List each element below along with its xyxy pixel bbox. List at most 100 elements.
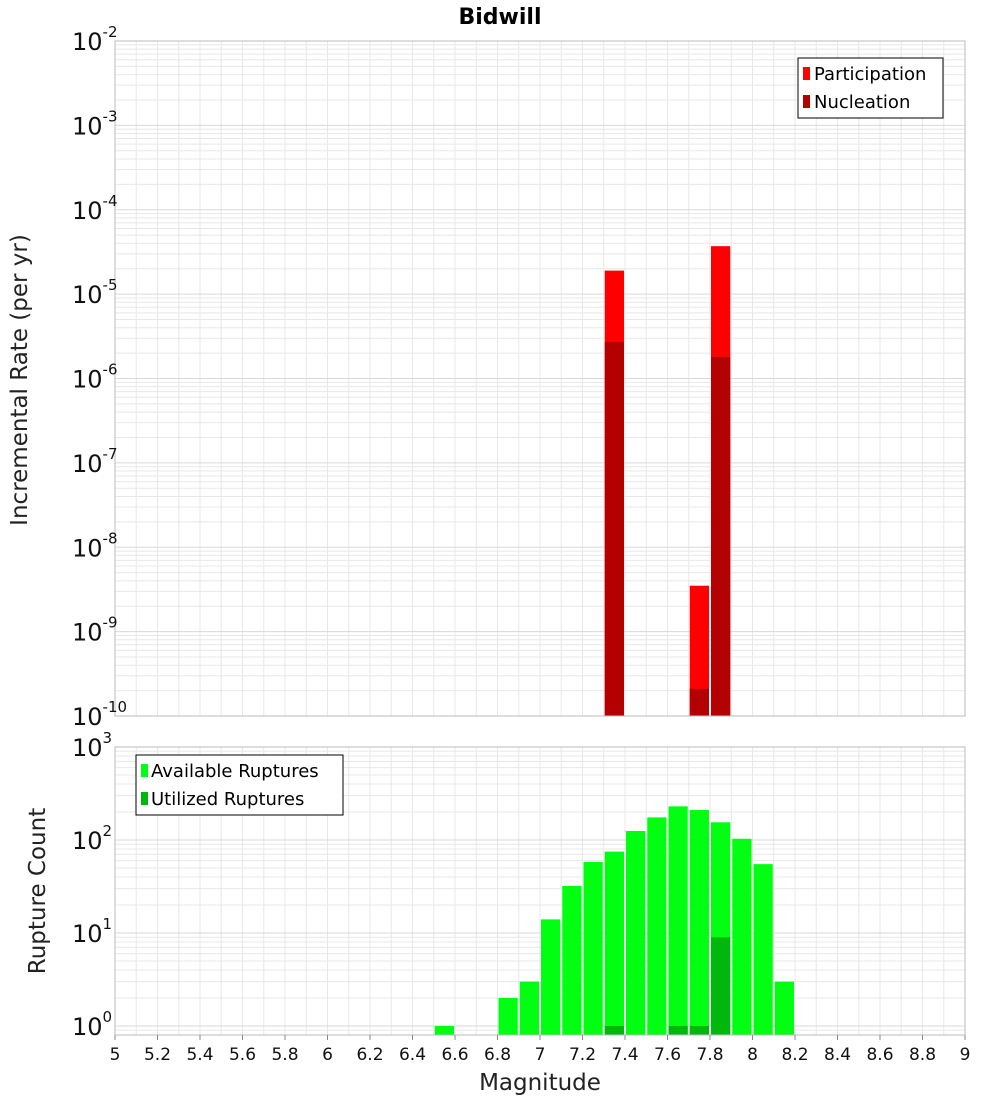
rupture-bar-available-ruptures: [562, 886, 582, 1035]
rupture-bar-available-ruptures: [604, 851, 624, 1035]
rupture-y-tick-exponent: 0: [103, 1008, 113, 1026]
rate-y-tick-exponent: -6: [103, 361, 118, 379]
rate-y-tick-exponent: -3: [103, 107, 118, 125]
rupture-y-tick-label: 101: [72, 915, 112, 948]
rupture-y-tick-label: 100: [72, 1008, 112, 1041]
rate-y-tick-label: 10-9: [72, 614, 118, 647]
rupture-plot-bars: [434, 806, 794, 1035]
rate-y-tick-label: 10-5: [72, 276, 118, 309]
rate-plot-bars: [604, 246, 731, 716]
rate-y-tick-base: 10: [72, 281, 103, 309]
rate-bar-nucleation: [711, 356, 731, 716]
legend-swatch-participation: [803, 67, 810, 80]
rupture-bar-available-ruptures: [498, 997, 518, 1035]
legend-label-available: Available Ruptures: [151, 761, 319, 782]
x-tick-label: 7.4: [611, 1045, 638, 1065]
rupture-bar-utilized-ruptures: [711, 937, 731, 1035]
rate-y-tick-exponent: -4: [103, 192, 118, 210]
x-tick-label: 9: [960, 1045, 971, 1065]
rate-bar-nucleation: [604, 342, 624, 716]
x-tick-label: 5.2: [144, 1045, 171, 1065]
x-tick-label: 7.8: [696, 1045, 723, 1065]
x-tick-label: 8.8: [909, 1045, 936, 1065]
x-tick-label: 6.4: [399, 1045, 426, 1065]
rupture-plot-y-axis-label: Rupture Count: [25, 808, 51, 974]
rupture-y-tick-base: 10: [72, 734, 103, 762]
rate-y-tick-base: 10: [72, 28, 103, 56]
rate-y-tick-base: 10: [72, 112, 103, 140]
rupture-bar-available-ruptures: [732, 838, 752, 1035]
rate-bar-nucleation: [689, 688, 709, 716]
rupture-y-tick-exponent: 1: [103, 915, 113, 933]
rate-plot-legend: Participation Nucleation: [797, 57, 944, 119]
rate-y-tick-exponent: -9: [103, 614, 118, 632]
rate-y-tick-base: 10: [72, 366, 103, 394]
rate-plot-legend-box: [797, 57, 944, 119]
legend-swatch-nucleation: [803, 95, 810, 108]
legend-label-nucleation: Nucleation: [814, 92, 910, 113]
legend-swatch-available: [141, 764, 148, 777]
rate-y-tick-label: 10-3: [72, 107, 118, 140]
rupture-y-tick-base: 10: [72, 920, 103, 948]
rate-y-tick-label: 10-10: [72, 698, 127, 731]
rate-y-tick-label: 10-8: [72, 529, 118, 562]
rate-y-tick-exponent: -8: [103, 529, 118, 547]
x-tick-label: 5.6: [229, 1045, 256, 1065]
rupture-plot-legend: Available Ruptures Utilized Ruptures: [135, 754, 344, 816]
rupture-y-tick-base: 10: [72, 827, 103, 855]
x-axis-ticks: 5 5.2 5.4 5.6 5.8 6 6.2 6.4 6.6 6.8 7 7.2 7.4 7.6 7.8 8…: [110, 1035, 971, 1065]
x-tick-label: 6.6: [441, 1045, 468, 1065]
rupture-bar-available-ruptures: [774, 981, 794, 1035]
x-tick-label: 8.4: [824, 1045, 851, 1065]
rupture-y-tick-label: 102: [72, 822, 112, 855]
legend-swatch-utilized: [141, 792, 148, 805]
rate-bar-participation: [689, 585, 709, 716]
x-tick-label: 8.2: [781, 1045, 808, 1065]
rate-plot-frame: [114, 40, 966, 717]
rate-y-tick-label: 10-2: [72, 23, 118, 56]
rate-plot-y-axis-label: Incremental Rate (per yr): [7, 234, 33, 526]
rupture-bar-utilized-ruptures: [689, 1025, 709, 1035]
rupture-bar-available-ruptures: [434, 1025, 454, 1035]
x-tick-label: 6.8: [484, 1045, 511, 1065]
rate-y-tick-exponent: -2: [103, 23, 118, 41]
rupture-bar-available-ruptures: [519, 981, 539, 1035]
rupture-bar-utilized-ruptures: [604, 1025, 624, 1035]
chart-title: Bidwill: [458, 5, 541, 30]
x-tick-label: 5.8: [271, 1045, 298, 1065]
x-tick-label: 5.4: [186, 1045, 213, 1065]
x-tick-label: 7: [535, 1045, 546, 1065]
rupture-bar-available-ruptures: [689, 810, 709, 1035]
rate-y-tick-exponent: -10: [103, 698, 128, 716]
x-tick-label: 8.6: [866, 1045, 893, 1065]
rate-y-tick-base: 10: [72, 534, 103, 562]
rate-y-tick-label: 10-4: [72, 192, 118, 225]
rupture-bar-available-ruptures: [626, 830, 646, 1035]
rupture-bar-available-ruptures: [647, 817, 667, 1035]
rate-y-tick-base: 10: [72, 619, 103, 647]
rate-y-tick-exponent: -7: [103, 445, 118, 463]
rupture-bar-available-ruptures: [753, 864, 773, 1035]
rupture-y-tick-label: 103: [72, 729, 112, 762]
rate-y-tick-label: 10-6: [72, 361, 118, 394]
rupture-bar-available-ruptures: [583, 861, 603, 1035]
rate-y-tick-base: 10: [72, 450, 103, 478]
rate-y-tick-base: 10: [72, 703, 103, 731]
x-tick-label: 6: [322, 1045, 333, 1065]
x-tick-label: 7.2: [569, 1045, 596, 1065]
x-tick-label: 6.2: [356, 1045, 383, 1065]
rate-y-tick-exponent: -5: [103, 276, 118, 294]
rupture-bar-utilized-ruptures: [668, 1025, 688, 1035]
rate-y-tick-label: 10-7: [72, 445, 118, 478]
x-tick-label: 7.6: [654, 1045, 681, 1065]
rupture-y-tick-base: 10: [72, 1013, 103, 1041]
legend-label-participation: Participation: [814, 64, 926, 85]
x-tick-label: 8: [747, 1045, 758, 1065]
rupture-bar-available-ruptures: [668, 806, 688, 1035]
rate-y-tick-base: 10: [72, 197, 103, 225]
